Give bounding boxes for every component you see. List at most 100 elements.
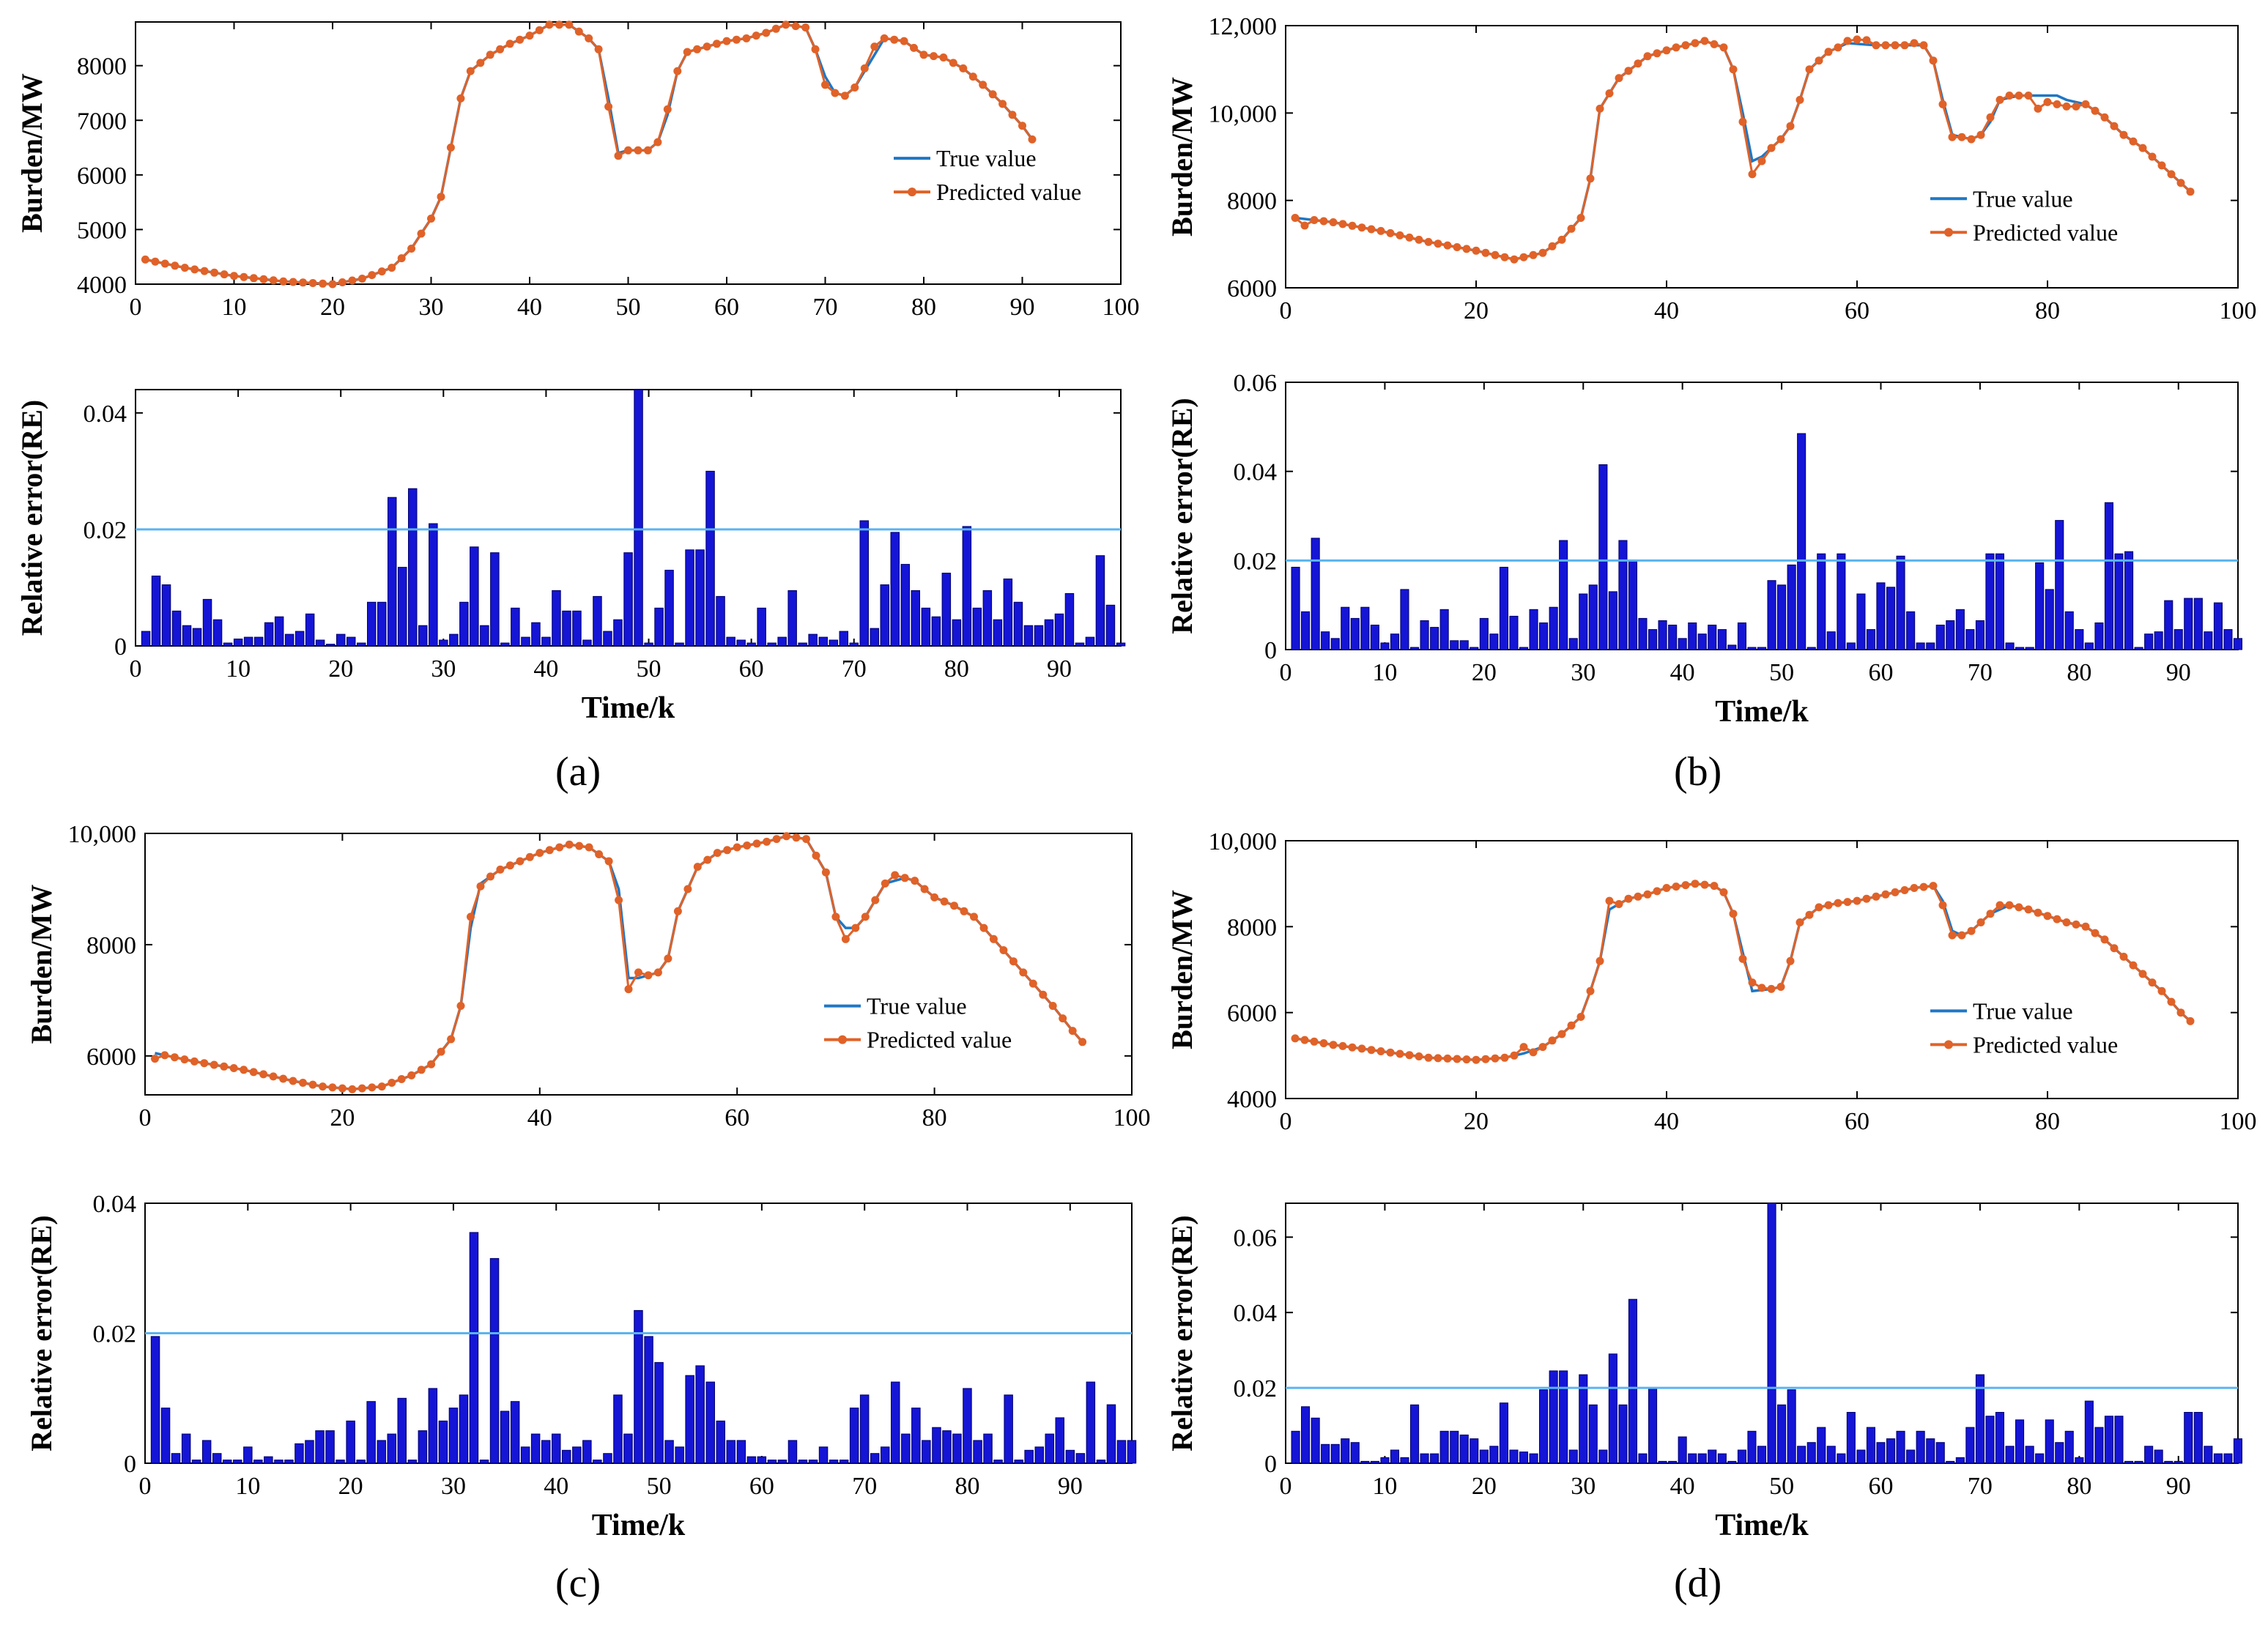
panel-b-error-bar bbox=[1301, 611, 1311, 650]
panel-a-predicted-point bbox=[200, 267, 209, 275]
panel-d-error-bar bbox=[2223, 1453, 2233, 1464]
panel-b-error-bar bbox=[1410, 647, 1420, 650]
panel-c-predicted-point bbox=[299, 1079, 307, 1087]
panel-a-error-bar bbox=[459, 601, 469, 647]
panel-a-error-bar bbox=[695, 549, 705, 647]
panel-a-predicted-point bbox=[171, 261, 179, 270]
panel-b-predicted-point bbox=[2119, 130, 2128, 139]
panel-c-err-y-tick-label: 0.02 bbox=[93, 1321, 137, 1348]
panel-c-predicted-point bbox=[1019, 968, 1028, 977]
panel-c-predicted-point bbox=[338, 1084, 346, 1093]
panel-a-error-bar bbox=[377, 601, 387, 647]
panel-d-error-bar bbox=[1479, 1449, 1489, 1464]
panel-d-predicted-point bbox=[1491, 1054, 1500, 1063]
panel-b-predicted-point bbox=[1910, 39, 1919, 48]
panel-b-error-bar bbox=[1420, 620, 1429, 650]
panel-a-predicted-point bbox=[939, 53, 948, 62]
panel-b-error-bar bbox=[2005, 642, 2015, 650]
panel-d-load-chart: 0 20 40 60 80 100 4000 6000 8000 10,000 Burden/MW T… bbox=[1166, 828, 2257, 1135]
panel-b-error-bar bbox=[1826, 631, 1836, 650]
panel-c-error-bar bbox=[212, 1453, 222, 1464]
panel-a-error-bar bbox=[705, 470, 715, 647]
panel-a-predicted-point bbox=[683, 48, 692, 56]
panel-d-error-bar bbox=[1390, 1449, 1400, 1464]
panel-a-predicted-point bbox=[880, 34, 889, 42]
panel-b-predicted-point bbox=[1967, 135, 1976, 144]
panel-a-load-x-tick-label: 90 bbox=[1010, 294, 1035, 321]
panel-d-error-bar bbox=[1727, 1460, 1737, 1464]
panel-c-error-bar bbox=[767, 1460, 777, 1464]
panel-a-error-bar bbox=[531, 622, 541, 647]
panel-b-error-bar bbox=[1846, 642, 1856, 650]
panel-d-error-bar bbox=[1668, 1460, 1678, 1464]
panel-a-predicted-point bbox=[850, 83, 859, 92]
panel-c-error-bar bbox=[881, 1446, 890, 1464]
panel-b-error-bar bbox=[1767, 580, 1776, 650]
panel-b-predicted-point bbox=[1986, 113, 1995, 122]
panel-a-error-bar bbox=[890, 532, 900, 647]
panel-b-predicted-point bbox=[1319, 217, 1328, 226]
panel-a-err-y-tick-label: 0 bbox=[114, 633, 127, 661]
panel-a-error-bar bbox=[1054, 613, 1064, 647]
panel-a-predicted-point bbox=[624, 146, 632, 155]
panel-a-err-x-tick-label: 0 bbox=[130, 655, 142, 683]
panel-c-predicted-point bbox=[900, 874, 909, 882]
panel-d-error-bar bbox=[2094, 1427, 2104, 1464]
panel-c-load-chart: 0 20 40 60 80 100 6000 8000 10,000 Burden/MW True … bbox=[25, 821, 1151, 1131]
panel-b-predicted-point bbox=[1929, 56, 1938, 65]
panel-c-error-bar bbox=[1106, 1404, 1116, 1464]
panel-a-predicted-point bbox=[141, 255, 149, 264]
panel-c-error-bar bbox=[1055, 1417, 1064, 1464]
panel-a-predicted-point bbox=[535, 26, 544, 34]
panel-b-predicted-point bbox=[1405, 233, 1414, 242]
panel-c-error-bar bbox=[746, 1456, 757, 1464]
panel-d-legend-pred-label: Predicted value bbox=[1973, 1031, 2118, 1058]
panel-d-error-bar bbox=[1301, 1406, 1311, 1464]
panel-c-error-bar bbox=[1086, 1381, 1096, 1464]
panel-a-predicted-point bbox=[614, 152, 623, 160]
panel-d-err-y-tick-label: 0.02 bbox=[1234, 1375, 1278, 1402]
panel-a-error-bar bbox=[552, 590, 561, 647]
panel-c-predicted-point bbox=[269, 1072, 278, 1081]
panel-d-error-bar bbox=[2204, 1446, 2213, 1464]
panel-c-error-bar bbox=[675, 1446, 684, 1464]
panel-d-predicted-point bbox=[1615, 900, 1623, 908]
panel-b-predicted-point bbox=[1529, 250, 1538, 259]
panel-b-error-bar bbox=[1856, 593, 1866, 650]
panel-b-predicted-point bbox=[1538, 248, 1547, 257]
panel-d-error-bar bbox=[1757, 1446, 1766, 1464]
panel-a-error-bar bbox=[767, 642, 777, 647]
panel-b-error-bar bbox=[1450, 640, 1459, 650]
panel-c-error-bar bbox=[859, 1394, 870, 1464]
panel-d-error-bar bbox=[2174, 1460, 2183, 1464]
panel-c-error-bar bbox=[377, 1440, 386, 1464]
panel-d-error-bar bbox=[2055, 1442, 2064, 1464]
panel-c-predicted-point bbox=[821, 868, 830, 877]
panel-d-error-bar bbox=[1420, 1453, 1429, 1464]
panel-d-predicted-point bbox=[2129, 961, 2138, 970]
panel-c-predicted-point bbox=[772, 835, 781, 844]
panel-d-predicted-point bbox=[1681, 881, 1690, 890]
panel-d-predicted-point bbox=[1453, 1055, 1461, 1063]
panel-b-predicted-point bbox=[1291, 214, 1300, 222]
panel-b-predicted-point bbox=[2034, 104, 2042, 113]
panel-b-error-bar bbox=[1886, 587, 1896, 650]
panel-d-error-bar bbox=[1439, 1430, 1449, 1464]
panel-b-error-chart: 0 10 20 30 40 50 60 70 80 90 0 0.02 0.04 0.06 Relative… bbox=[1166, 370, 2242, 729]
panel-c-err-x-tick-label: 70 bbox=[852, 1473, 877, 1500]
panel-b-error-bar bbox=[1678, 638, 1687, 650]
panel-d-predicted-point bbox=[2081, 922, 2090, 931]
panel-a-predicted-point bbox=[988, 90, 997, 99]
panel-c-predicted-point bbox=[871, 896, 880, 904]
panel-a-load-y-tick-label: 8000 bbox=[77, 53, 127, 81]
panel-d-predicted-point bbox=[1643, 890, 1652, 899]
panel-d-predicted-point bbox=[2005, 901, 2014, 910]
panel-a-error-bar bbox=[982, 590, 993, 647]
panel-c-error-bar bbox=[1127, 1440, 1137, 1464]
panel-a-predicted-point bbox=[357, 275, 366, 283]
panel-a-error-bar bbox=[746, 642, 756, 647]
panel-c-error-bar bbox=[325, 1430, 335, 1464]
panel-d-predicted-point bbox=[1310, 1037, 1319, 1046]
panel-a-err-x-tick-label: 10 bbox=[226, 655, 251, 683]
